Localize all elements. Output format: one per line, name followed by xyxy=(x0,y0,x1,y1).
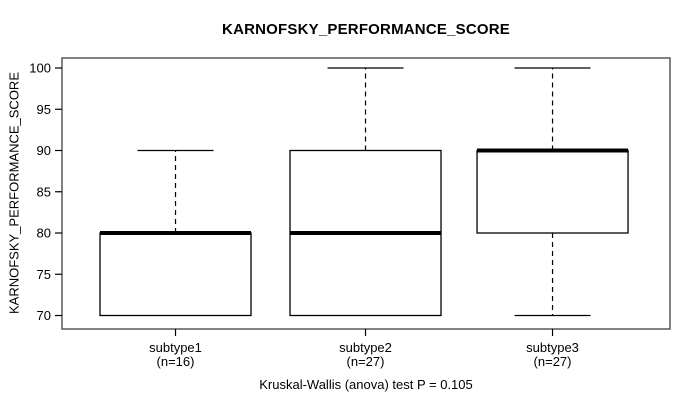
y-axis-tick-label: 85 xyxy=(37,184,51,199)
chart-title: KARNOFSKY_PERFORMANCE_SCORE xyxy=(222,21,510,38)
y-axis-tick-label: 75 xyxy=(37,267,51,282)
y-axis-tick-label: 70 xyxy=(37,308,51,323)
x-category-label: subtype2 xyxy=(339,340,392,355)
x-category-label: subtype3 xyxy=(526,340,579,355)
box-subtype1 xyxy=(99,232,252,317)
x-category-sublabel: (n=16) xyxy=(157,354,195,369)
y-axis-tick-label: 100 xyxy=(29,61,51,76)
y-axis-tick-label: 90 xyxy=(37,143,51,158)
y-axis-tick-label: 80 xyxy=(37,226,51,241)
x-category-sublabel: (n=27) xyxy=(534,354,572,369)
stat-test-footer: Kruskal-Wallis (anova) test P = 0.105 xyxy=(259,377,473,392)
x-category-sublabel: (n=27) xyxy=(347,354,385,369)
y-axis-tick-label: 95 xyxy=(37,102,51,117)
box-subtype3 xyxy=(476,149,629,234)
x-category-label: subtype1 xyxy=(149,340,202,355)
